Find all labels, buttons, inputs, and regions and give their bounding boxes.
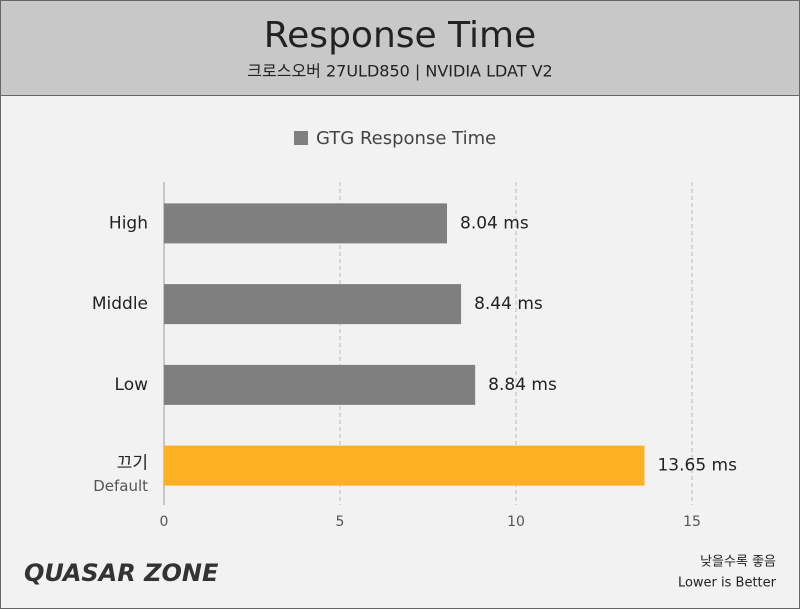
note: Lower is Better bbox=[678, 576, 777, 591]
y-tick-label: Middle bbox=[92, 294, 148, 314]
bar bbox=[164, 364, 476, 405]
value-label: 8.44 ms bbox=[474, 294, 543, 314]
chart-title: Response Time bbox=[264, 15, 536, 56]
note: 낮을수록 좋음 bbox=[700, 555, 776, 570]
x-tick-label: 0 bbox=[160, 514, 169, 530]
value-label: 8.84 ms bbox=[488, 375, 557, 395]
chart-subtitle: 크로스오버 27ULD850 | NVIDIA LDAT V2 bbox=[247, 62, 552, 81]
x-tick-label: 5 bbox=[336, 514, 345, 530]
y-tick-sublabel: Default bbox=[93, 477, 148, 495]
x-tick-label: 15 bbox=[683, 514, 701, 530]
value-label: 13.65 ms bbox=[657, 456, 737, 476]
logo: QUASAR ZONE bbox=[24, 559, 219, 587]
y-tick-label: High bbox=[109, 213, 148, 233]
y-tick-label: 끄기 bbox=[117, 454, 148, 474]
x-tick-label: 10 bbox=[507, 514, 525, 530]
bar bbox=[164, 203, 448, 244]
legend-label: GTG Response Time bbox=[316, 128, 496, 149]
bar bbox=[164, 445, 645, 486]
header bbox=[0, 0, 800, 96]
bar bbox=[164, 284, 462, 325]
value-label: 8.04 ms bbox=[460, 213, 529, 233]
legend-swatch bbox=[294, 131, 308, 145]
y-tick-label: Low bbox=[115, 375, 149, 395]
